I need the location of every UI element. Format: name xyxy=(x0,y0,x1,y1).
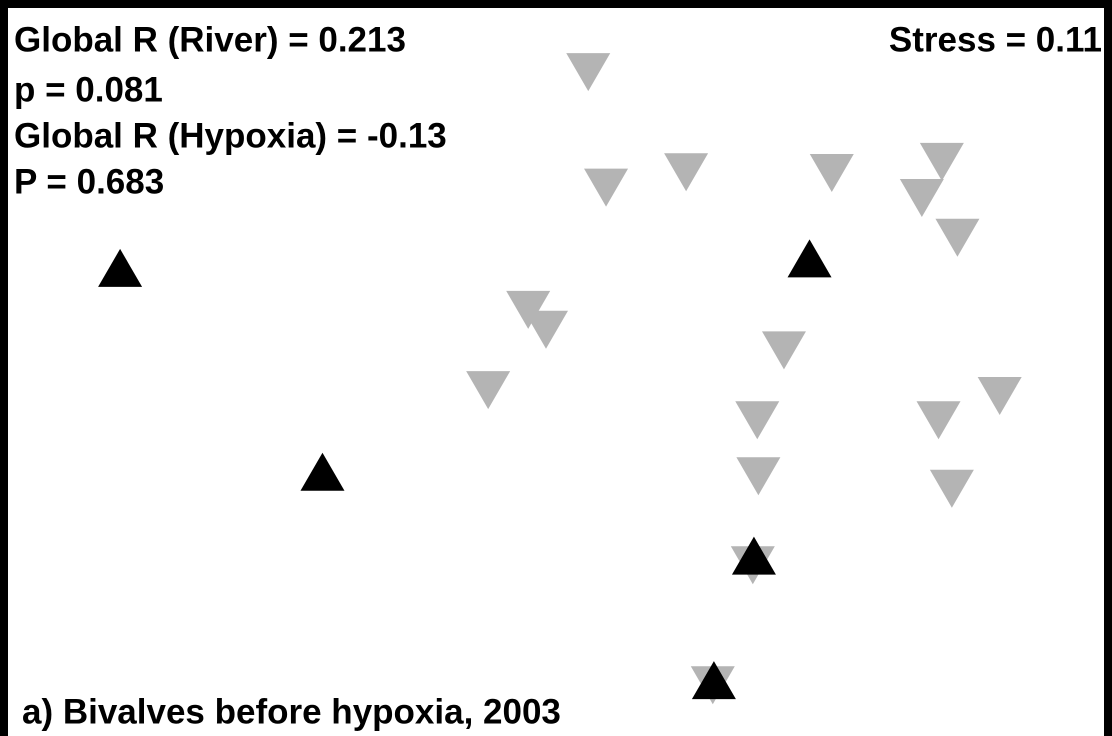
point xyxy=(691,661,736,700)
point xyxy=(523,310,568,349)
point xyxy=(98,248,143,287)
annotation: P = 0.683 xyxy=(14,162,164,201)
stress-label: Stress = 0.11 xyxy=(889,20,1102,59)
point xyxy=(935,218,980,257)
point xyxy=(736,457,781,496)
point xyxy=(735,401,780,440)
point xyxy=(929,469,974,508)
point xyxy=(566,53,611,92)
point xyxy=(919,142,964,181)
point xyxy=(977,376,1022,415)
annotation: p = 0.081 xyxy=(14,70,163,109)
annotation: Global R (River) = 0.213 xyxy=(14,20,406,59)
point xyxy=(506,290,551,329)
point xyxy=(466,371,511,410)
point xyxy=(664,153,709,192)
annotation: Global R (Hypoxia) = -0.13 xyxy=(14,116,447,155)
point xyxy=(899,178,944,217)
point xyxy=(809,153,854,192)
marks xyxy=(98,53,1022,705)
point xyxy=(731,536,776,575)
chart-title: a) Bivalves before hypoxia, 2003 xyxy=(22,692,561,731)
point xyxy=(787,239,832,278)
point xyxy=(916,401,961,440)
point xyxy=(761,331,806,370)
point xyxy=(300,452,345,491)
point xyxy=(584,168,629,207)
